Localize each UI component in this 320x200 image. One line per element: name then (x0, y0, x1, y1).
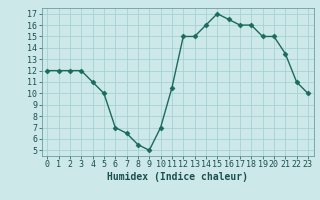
X-axis label: Humidex (Indice chaleur): Humidex (Indice chaleur) (107, 172, 248, 182)
